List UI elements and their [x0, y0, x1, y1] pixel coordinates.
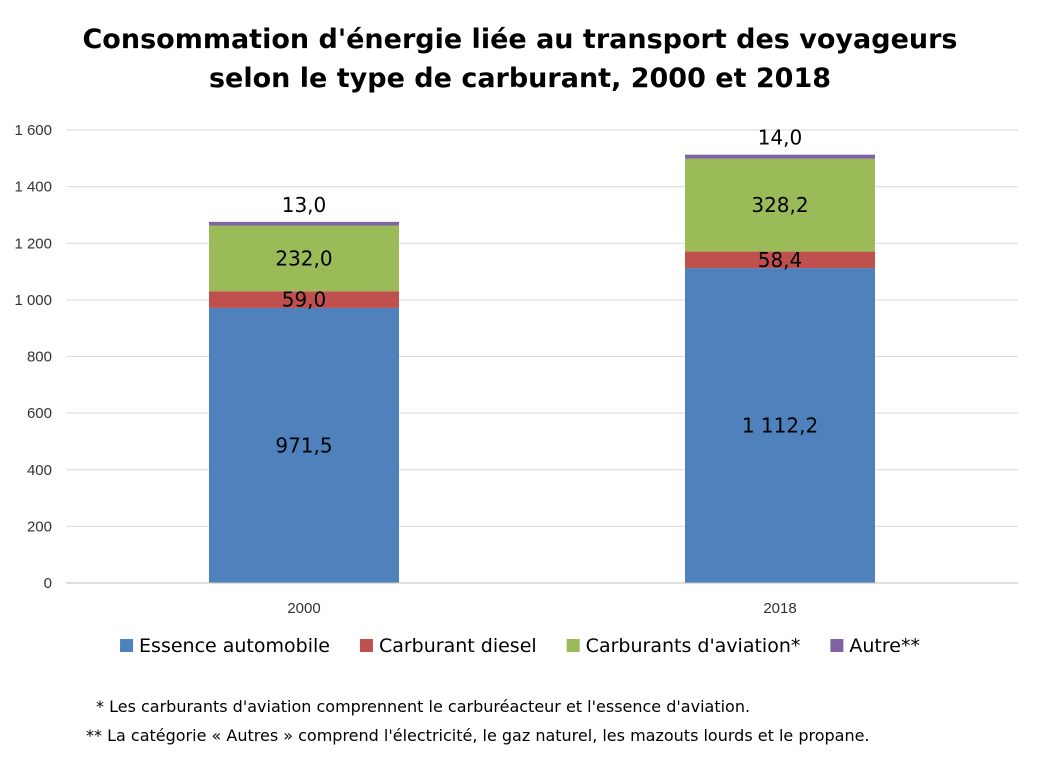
- data-label: 13,0: [282, 193, 327, 217]
- footnote-1: * Les carburants d'aviation comprennent …: [96, 697, 750, 716]
- y-tick-label: 1 000: [14, 292, 52, 309]
- data-label: 971,5: [275, 433, 332, 457]
- gridlines: [66, 129, 1018, 584]
- y-tick-label: 200: [27, 518, 52, 535]
- y-tick-label: 1 600: [14, 122, 52, 139]
- bar-segment: [685, 268, 875, 583]
- data-label: 14,0: [758, 126, 803, 150]
- legend-label: Carburant diesel: [379, 635, 537, 657]
- legend-label: Autre**: [849, 635, 920, 657]
- footnotes: * Les carburants d'aviation comprennent …: [86, 697, 870, 745]
- legend-label: Carburants d'aviation*: [586, 635, 801, 657]
- legend-item: Carburant diesel: [359, 635, 537, 657]
- x-category-label: 2018: [763, 600, 796, 617]
- data-label: 1 112,2: [742, 414, 818, 438]
- bar-segment: [685, 158, 875, 252]
- chart-title: Consommation d'énergie liée au transport…: [82, 24, 957, 94]
- y-tick-label: 800: [27, 349, 52, 366]
- legend-label: Essence automobile: [139, 635, 330, 657]
- data-labels: 971,5 59,0 232,0 13,0 1 112,2 58,4 328,2 14,0: [275, 126, 818, 458]
- bar-segment: [685, 251, 875, 269]
- legend-swatch: [566, 639, 580, 652]
- chart-title-line-1: Consommation d'énergie liée au transport…: [82, 24, 957, 55]
- bar-segment: [209, 291, 399, 308]
- y-tick-label: 400: [27, 462, 52, 479]
- data-label: 58,4: [758, 248, 803, 272]
- x-category-label: 2000: [287, 600, 320, 617]
- legend-item: Carburants d'aviation*: [566, 635, 801, 657]
- data-label: 59,0: [282, 288, 327, 312]
- legend-item: Essence automobile: [120, 635, 330, 657]
- bars: [209, 154, 875, 583]
- legend-item: Autre**: [830, 635, 920, 657]
- y-tick-label: 1 400: [14, 179, 52, 196]
- data-label: 328,2: [751, 193, 808, 217]
- bar-segment: [209, 221, 399, 226]
- footnote-2: ** La catégorie « Autres » comprend l'él…: [86, 726, 870, 745]
- y-tick-label: 600: [27, 405, 52, 422]
- legend-swatch: [120, 639, 134, 652]
- legend: Essence automobile Carburant diesel Carbur…: [120, 635, 920, 657]
- x-axis: 2000 2018: [66, 582, 1018, 617]
- bar-segment: [209, 307, 399, 583]
- legend-swatch: [359, 639, 373, 652]
- chart-title-line-2: selon le type de carburant, 2000 et 2018: [209, 63, 831, 94]
- legend-swatch: [830, 639, 844, 652]
- y-tick-label: 0: [44, 575, 52, 592]
- bar-segment: [685, 154, 875, 159]
- data-label: 232,0: [275, 246, 332, 270]
- y-tick-label: 1 200: [14, 235, 52, 252]
- bar-segment: [209, 225, 399, 292]
- y-axis: 0 200 400 600 800 1 000 1 200 1 400 1 600: [14, 122, 52, 592]
